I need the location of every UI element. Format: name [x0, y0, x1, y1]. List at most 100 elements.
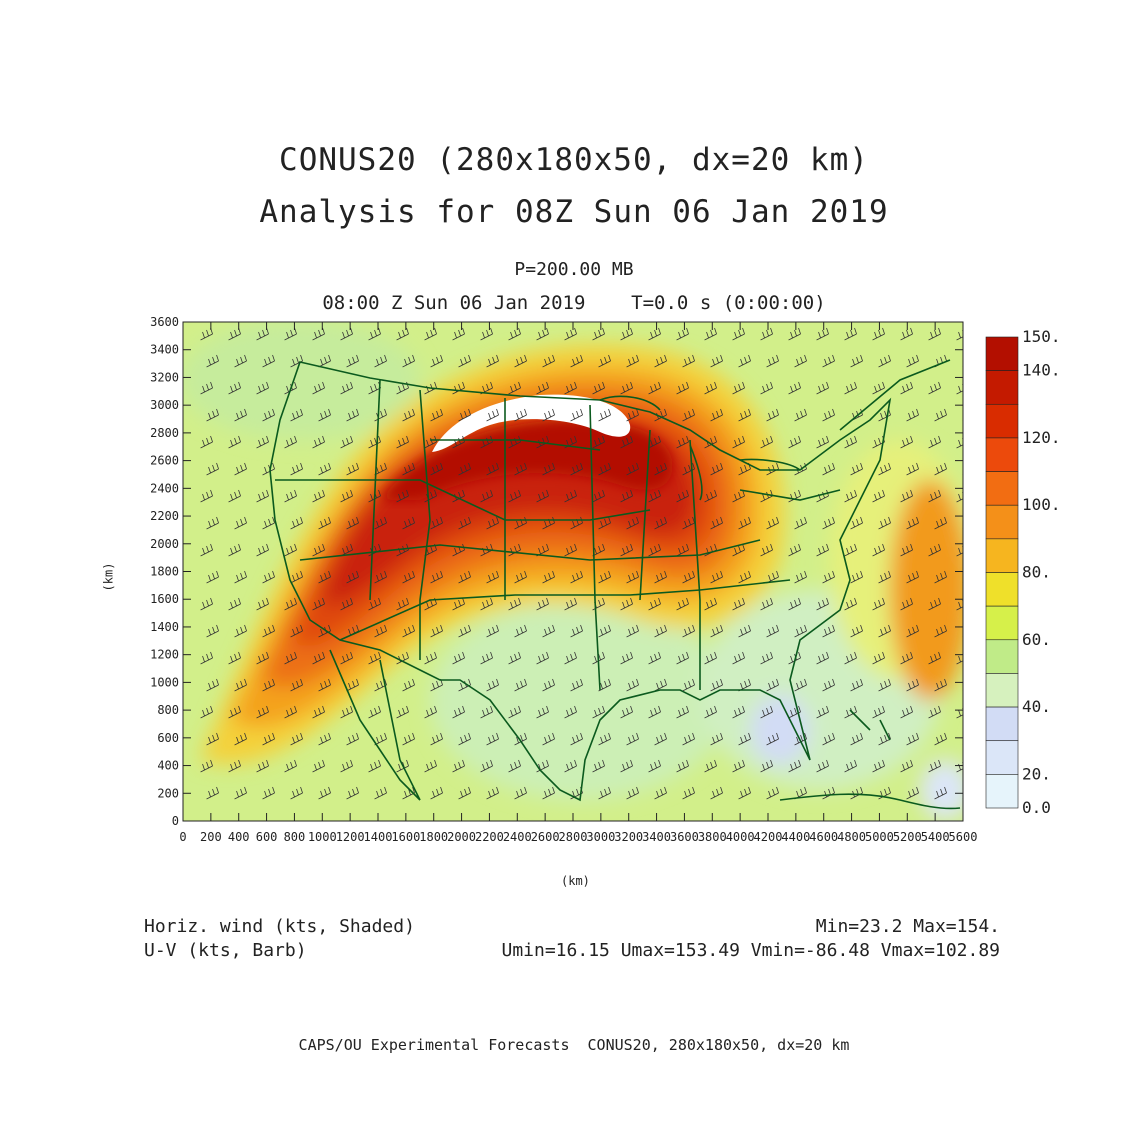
wind-barb [760, 327, 773, 341]
wind-barb [312, 597, 325, 611]
wind-barb [676, 489, 689, 503]
wind-barb [900, 759, 913, 773]
wind-barb [396, 759, 409, 773]
wind-barb [486, 570, 499, 584]
wind-barb [906, 786, 919, 800]
y-tick-label: 2200 [150, 509, 179, 523]
wind-barb [536, 759, 549, 773]
wind-barb [648, 543, 661, 557]
wind-barb [710, 624, 723, 638]
wind-barb [486, 732, 499, 746]
wind-barb [396, 435, 409, 449]
wind-barb [844, 705, 857, 719]
wind-barb [816, 759, 829, 773]
wind-barb [570, 354, 583, 368]
wind-barb [598, 678, 611, 692]
wind-barb [850, 516, 863, 530]
wind-barb [480, 543, 493, 557]
wind-barb [822, 354, 835, 368]
wind-barb [458, 624, 471, 638]
colorbar-segment [985, 740, 1019, 775]
wind-barb [262, 678, 275, 692]
wind-barb [878, 624, 891, 638]
colorbar-segment [985, 673, 1019, 708]
wind-barb [346, 354, 359, 368]
wind-barb [900, 543, 913, 557]
wind-barb [486, 786, 499, 800]
wind-barb [598, 462, 611, 476]
wind-barb [290, 408, 303, 422]
wind-barb [794, 408, 807, 422]
wind-barb [570, 570, 583, 584]
wind-barb [934, 678, 947, 692]
colorbar-label: 60. [1022, 630, 1051, 649]
wind-barb [794, 570, 807, 584]
wind-barb [234, 516, 247, 530]
colorbar-label: 0.0 [1022, 798, 1051, 817]
wind-barb [620, 327, 633, 341]
wind-barb [844, 327, 857, 341]
wind-barb [284, 327, 297, 341]
wind-barb [564, 381, 577, 395]
wind-barb [340, 381, 353, 395]
wind-barb [206, 624, 219, 638]
wind-barb [928, 327, 941, 341]
wind-barb [732, 597, 745, 611]
wind-barb [732, 759, 745, 773]
wind-barb [682, 570, 695, 584]
y-tick-label: 3000 [150, 398, 179, 412]
wind-barb [234, 570, 247, 584]
wind-barb [368, 705, 381, 719]
wind-barb [374, 462, 387, 476]
wind-barb [878, 732, 891, 746]
wind-barb [710, 786, 723, 800]
wind-barb [318, 678, 331, 692]
wind-barb [738, 732, 751, 746]
title-line-1: CONUS20 (280x180x50, dx=20 km) [279, 142, 869, 178]
wind-barb [872, 381, 885, 395]
wind-barb [256, 705, 269, 719]
wind-barb [234, 408, 247, 422]
y-tick-label: 1400 [150, 620, 179, 634]
wind-barb [430, 516, 443, 530]
wind-barb [234, 354, 247, 368]
wind-barb [424, 327, 437, 341]
wind-barb [458, 678, 471, 692]
wind-barb [340, 597, 353, 611]
y-tick-label: 2400 [150, 481, 179, 495]
wind-barb [732, 651, 745, 665]
wind-barb [424, 705, 437, 719]
wind-barb [704, 489, 717, 503]
wind-barb [402, 678, 415, 692]
wind-barb [486, 354, 499, 368]
wind-barb [318, 354, 331, 368]
colorbar-segment [985, 437, 1019, 472]
wind-barb [508, 651, 521, 665]
wind-barb [234, 732, 247, 746]
wind-barb [206, 678, 219, 692]
wind-barb [626, 624, 639, 638]
wind-barb [430, 570, 443, 584]
wind-barb [592, 705, 605, 719]
wind-barb [844, 543, 857, 557]
wind-barb [682, 354, 695, 368]
wind-barb [710, 732, 723, 746]
wind-barb [906, 624, 919, 638]
wind-barb [704, 435, 717, 449]
wind-barb [760, 597, 773, 611]
wind-barb [822, 516, 835, 530]
wind-barb [654, 678, 667, 692]
wind-barb [312, 381, 325, 395]
wind-barb [200, 381, 213, 395]
wind-barb [340, 759, 353, 773]
wind-barb [766, 354, 779, 368]
x-tick-label: 2000 [447, 830, 476, 844]
wind-barb [340, 489, 353, 503]
wind-barb [766, 786, 779, 800]
wind-barb [312, 489, 325, 503]
wind-barb [620, 759, 633, 773]
wind-barb [564, 543, 577, 557]
colorbar-segment [985, 336, 1019, 371]
x-tick-label: 0 [179, 830, 186, 844]
wind-barb [368, 759, 381, 773]
